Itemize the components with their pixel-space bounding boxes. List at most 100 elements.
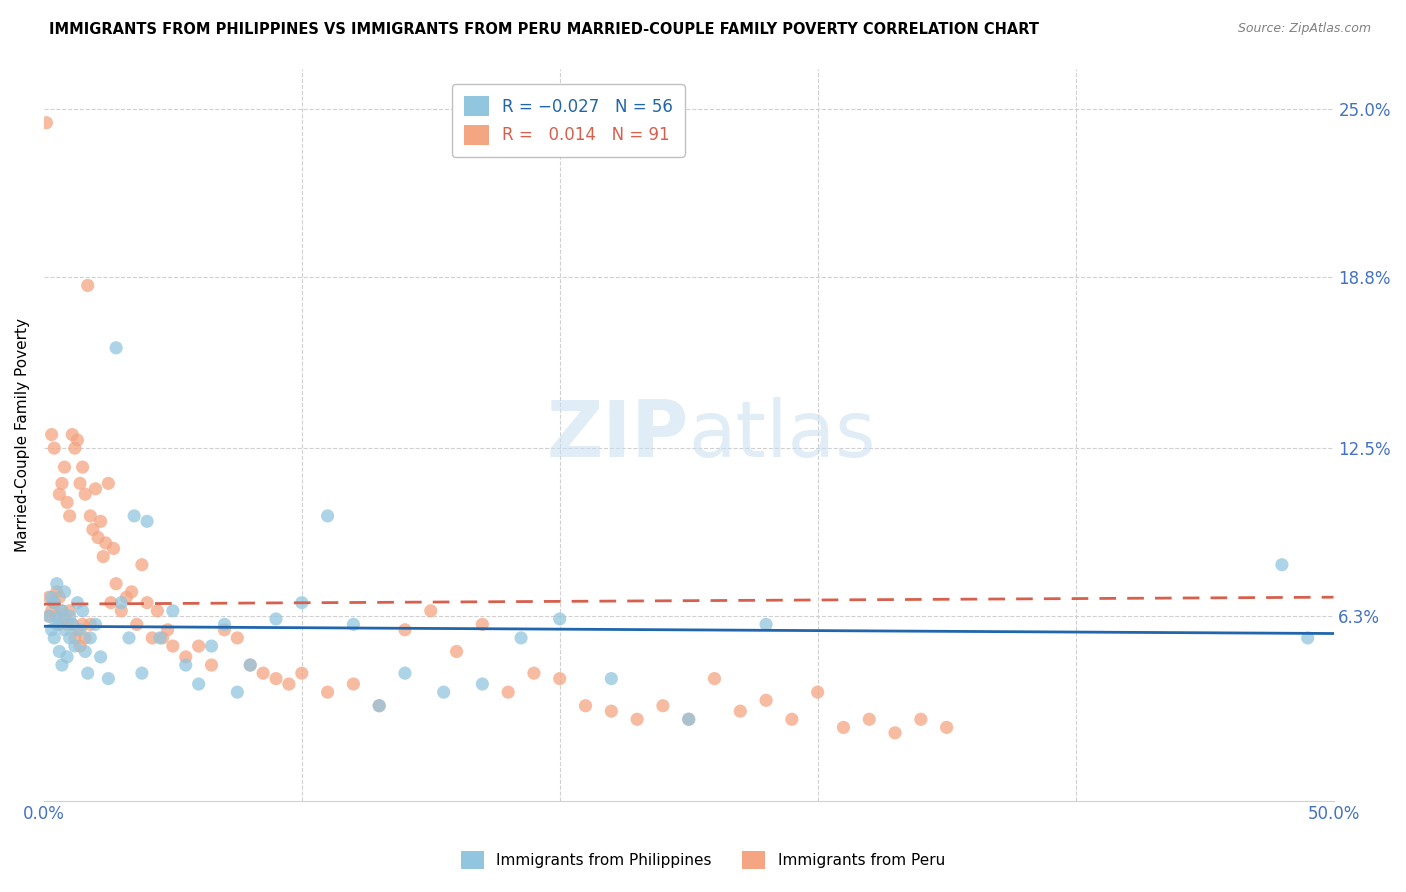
Point (53, 584, 76, 599)
Point (174, 649, 197, 664)
Point (79, 617, 101, 632)
Point (45, 617, 67, 632)
Point (291, 596, 314, 610)
Point (110, 596, 132, 610)
Point (94, 536, 117, 550)
Point (226, 685, 249, 699)
Point (510, 631, 533, 645)
Point (59, 609, 82, 624)
Point (342, 677, 364, 691)
Point (1296, 631, 1319, 645)
Point (38, 609, 60, 624)
Point (131, 666, 153, 681)
Point (53, 460, 76, 475)
Point (38, 591, 60, 605)
Point (187, 677, 209, 691)
Point (44, 596, 66, 610)
Point (66, 623, 89, 637)
Point (125, 617, 148, 632)
Point (91, 549, 114, 564)
Point (162, 604, 184, 618)
Point (69, 639, 91, 653)
Point (63, 631, 86, 645)
Point (56, 495, 79, 509)
Legend: Immigrants from Philippines, Immigrants from Peru: Immigrants from Philippines, Immigrants … (456, 845, 950, 875)
Point (122, 508, 145, 523)
Point (72, 617, 94, 632)
Point (214, 617, 236, 632)
Point (87, 531, 110, 545)
Point (523, 666, 546, 681)
Point (146, 604, 169, 618)
Point (136, 514, 159, 528)
Point (152, 631, 174, 645)
Point (53, 623, 76, 637)
Point (90, 649, 112, 664)
Point (75, 644, 97, 658)
Point (84, 617, 107, 632)
Point (678, 712, 700, 726)
Point (226, 631, 249, 645)
Point (703, 672, 725, 686)
Point (44, 441, 66, 455)
Point (832, 720, 855, 734)
Legend: R = −0.027   N = 56, R =   0.014   N = 91: R = −0.027 N = 56, R = 0.014 N = 91 (451, 84, 685, 156)
Point (45, 584, 67, 599)
Point (41, 591, 63, 605)
Text: IMMIGRANTS FROM PHILIPPINES VS IMMIGRANTS FROM PERU MARRIED-COUPLE FAMILY POVERT: IMMIGRANTS FROM PHILIPPINES VS IMMIGRANT… (49, 22, 1039, 37)
Point (110, 604, 132, 618)
Point (59, 508, 82, 523)
Point (548, 612, 571, 626)
Point (200, 639, 222, 653)
Point (76, 666, 98, 681)
Point (63, 639, 86, 653)
Point (446, 644, 468, 658)
Point (79, 631, 101, 645)
Point (118, 631, 141, 645)
Point (38, 609, 60, 624)
Point (66, 433, 89, 447)
Point (72, 604, 94, 618)
Point (97, 672, 120, 686)
Point (69, 623, 91, 637)
Y-axis label: Married-Couple Family Poverty: Married-Couple Family Poverty (15, 318, 30, 551)
Point (548, 672, 571, 686)
Text: Source: ZipAtlas.com: Source: ZipAtlas.com (1237, 22, 1371, 36)
Point (97, 476, 120, 491)
Point (600, 704, 623, 718)
Point (316, 508, 339, 523)
Point (600, 672, 623, 686)
Point (59, 604, 82, 618)
Point (45, 609, 67, 624)
Point (44, 596, 66, 610)
Point (82, 523, 104, 537)
Point (72, 460, 94, 475)
Point (252, 666, 274, 681)
Point (60, 617, 83, 632)
Point (239, 658, 262, 673)
Point (60, 617, 83, 632)
Point (156, 623, 179, 637)
Point (187, 639, 209, 653)
Point (90, 514, 112, 528)
Point (48, 644, 70, 658)
Point (79, 508, 101, 523)
Point (103, 541, 125, 556)
Point (471, 617, 494, 632)
Point (131, 558, 153, 572)
Point (264, 672, 287, 686)
Point (471, 677, 494, 691)
Point (51, 604, 73, 618)
Point (141, 631, 163, 645)
Point (419, 604, 441, 618)
Point (342, 617, 364, 632)
Point (75, 487, 97, 501)
Point (174, 658, 197, 673)
Point (858, 712, 880, 726)
Point (730, 704, 752, 718)
Point (780, 712, 803, 726)
Point (100, 596, 122, 610)
Point (63, 441, 86, 455)
Point (60, 427, 83, 442)
Point (35, 116, 58, 130)
